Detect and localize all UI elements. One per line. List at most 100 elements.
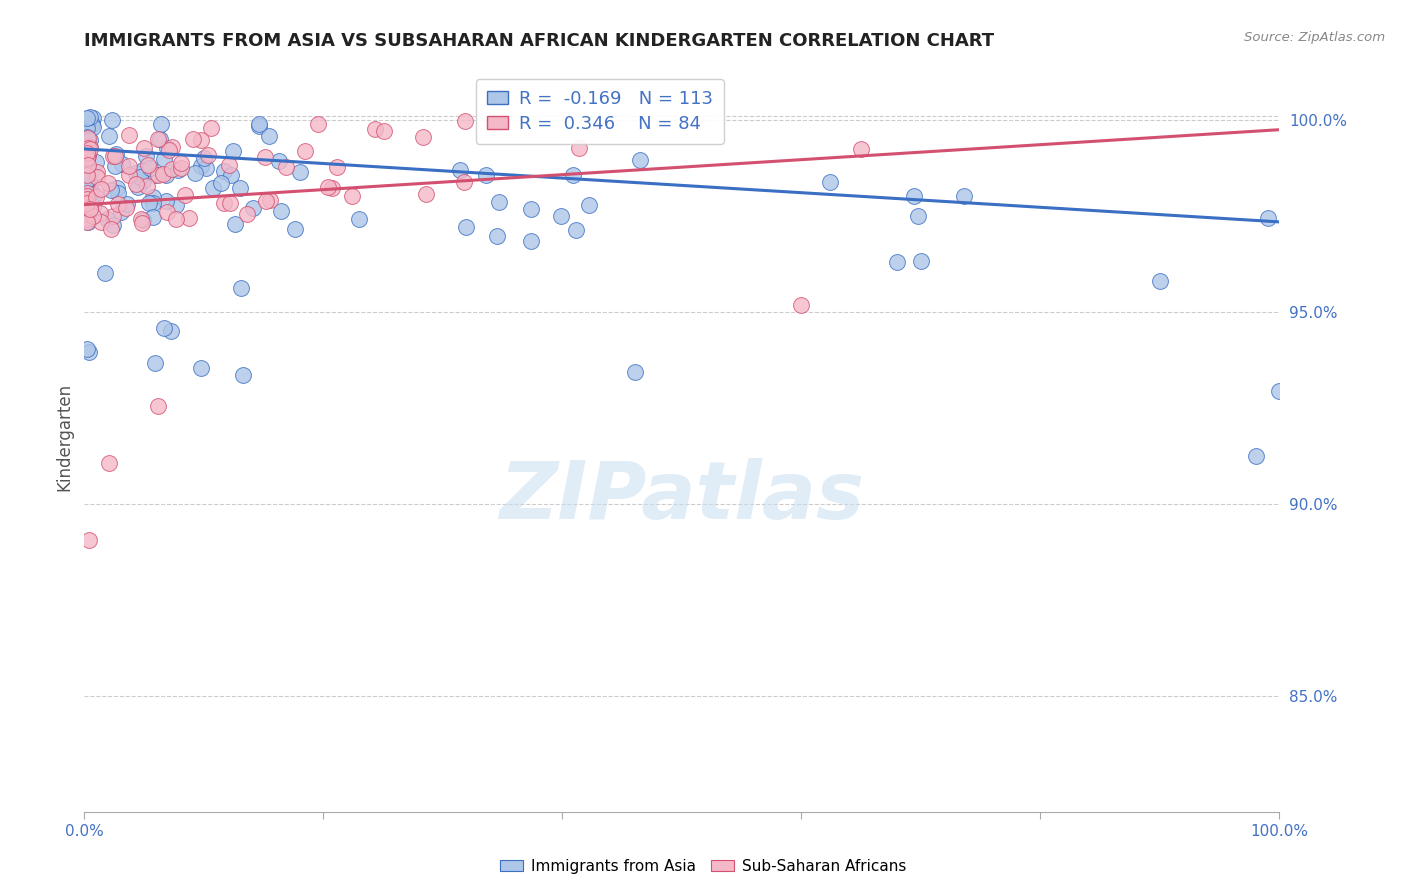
Point [118,169,141,183]
Point [910,253,932,268]
Point [76,145,98,160]
Point [155,168,177,182]
Point [851,142,873,156]
Point [80,117,103,131]
Point [132,141,155,155]
Point [79,110,101,124]
Point [115,201,138,215]
Point [76,188,98,202]
Point [76,145,98,159]
Point [152,167,174,181]
Point [221,145,243,159]
Point [142,190,165,204]
Point [84,190,107,204]
Point [86,165,108,179]
Point [131,213,153,227]
Point [77,345,100,359]
Point [790,298,813,312]
Point [157,144,180,158]
Point [82,111,104,125]
Point [1244,449,1267,463]
Point [160,140,183,154]
Point [77,533,100,547]
Point [104,149,127,163]
Point [136,158,159,172]
Point [562,168,585,182]
Point [183,132,205,146]
Point [214,196,236,211]
Point [253,150,276,164]
Point [155,194,177,209]
Point [886,254,908,268]
Point [79,203,101,218]
Point [79,133,101,147]
Text: ZIPatlas: ZIPatlas [499,458,865,536]
Point [76,212,98,227]
Point [218,158,240,172]
Point [190,132,212,146]
Point [167,162,190,177]
Point [179,211,201,225]
Point [190,361,212,376]
Point [76,129,98,144]
Point [326,160,349,174]
Point [76,182,98,196]
Point [254,194,277,208]
Point [202,181,225,195]
Point [149,132,172,146]
Point [818,175,841,189]
Point [79,186,101,200]
Point [76,173,98,187]
Point [160,162,183,177]
Point [76,215,98,229]
Point [284,221,307,235]
Point [118,128,141,143]
Point [89,206,111,220]
Point [76,158,98,172]
Point [76,152,98,166]
Point [449,163,471,178]
Point [117,197,139,211]
Point [229,280,252,294]
Point [209,177,232,191]
Point [153,152,176,166]
Point [454,114,477,128]
Point [131,216,153,230]
Point [1268,384,1291,398]
Point [1257,211,1279,225]
Point [107,186,129,200]
Point [90,182,112,196]
Point [142,210,165,224]
Point [342,189,364,203]
Point [219,168,242,182]
Point [153,321,176,335]
Point [165,197,187,211]
Point [105,147,128,161]
Point [907,209,929,223]
Point [79,172,101,186]
Point [276,160,298,174]
Point [903,189,925,203]
Point [146,169,169,183]
Point [76,156,98,170]
Point [165,212,187,227]
Point [79,200,101,214]
Point [170,156,193,170]
Point [143,168,166,182]
Point [76,196,98,211]
Point [101,218,124,232]
Point [135,178,157,193]
Point [229,181,252,195]
Point [475,168,498,182]
Point [125,165,148,179]
Point [142,196,165,211]
Point [219,195,242,210]
Point [129,169,152,184]
Point [125,177,148,191]
Point [76,189,98,203]
Point [486,228,509,243]
Point [214,163,236,178]
Point [76,111,98,125]
Point [247,117,270,131]
Point [90,215,112,229]
